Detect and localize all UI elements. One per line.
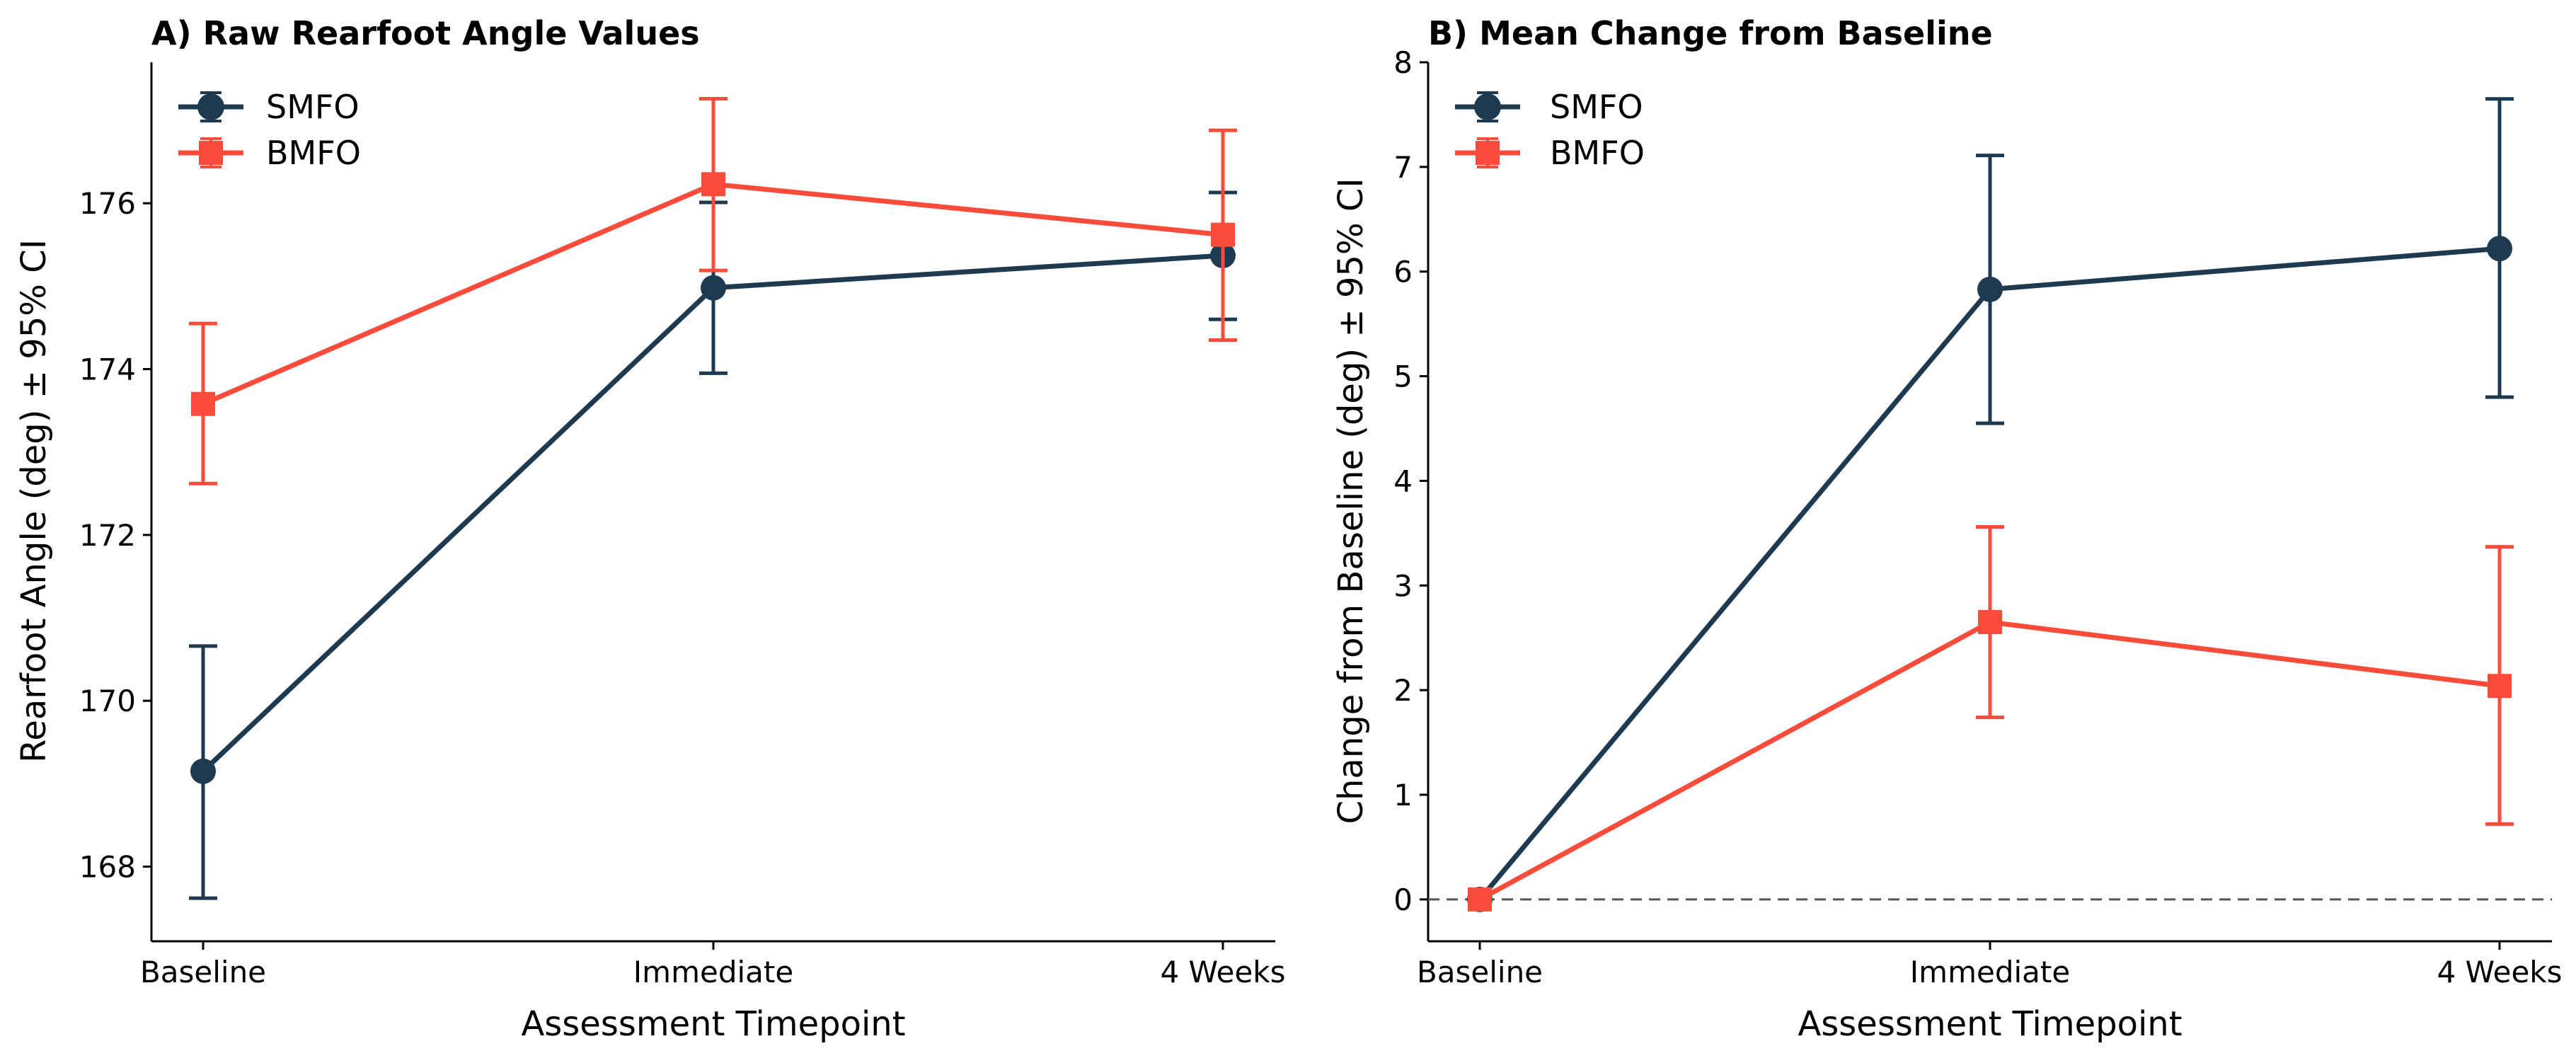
panel-b-legend-bmfo-label: BMFO xyxy=(1550,134,1645,172)
legend-square-marker xyxy=(199,141,223,165)
x-tick-label: Baseline xyxy=(140,955,266,989)
x-tick-label: Baseline xyxy=(1417,955,1543,989)
y-tick-label: 3 xyxy=(1393,568,1413,603)
smfo-point xyxy=(190,758,216,784)
bmfo-point xyxy=(1468,887,1492,912)
panel-a-legend-smfo: SMFO xyxy=(178,88,360,126)
panel-b-marks xyxy=(1428,97,2552,912)
panel-b-legend-smfo: SMFO xyxy=(1455,88,1643,126)
panel-a-legend: SMFO BMFO xyxy=(178,88,361,172)
x-tick-label: Immediate xyxy=(1910,955,2070,989)
x-tick-label: 4 Weeks xyxy=(2437,955,2562,989)
legend-circle-marker xyxy=(197,93,224,120)
y-tick-label: 5 xyxy=(1393,360,1413,394)
y-tick-label: 176 xyxy=(79,186,136,221)
panel-a-marks xyxy=(189,97,1237,900)
bmfo-point xyxy=(191,391,215,416)
y-tick-label: 4 xyxy=(1393,464,1413,498)
y-tick-label: 172 xyxy=(79,518,136,553)
y-tick-label: 0 xyxy=(1393,883,1413,917)
x-tick-label: 4 Weeks xyxy=(1160,955,1285,989)
bmfo-point xyxy=(701,172,725,197)
bmfo-point xyxy=(1211,222,1235,247)
legend-square-marker xyxy=(1476,141,1500,165)
y-tick-label: 8 xyxy=(1393,45,1413,80)
y-tick-label: 7 xyxy=(1393,150,1413,185)
panel-b-axes: 0 1 2 3 4 5 6 7 8 Baseline Immediate 4 Weeks xyxy=(1393,45,2562,989)
bmfo-point xyxy=(2488,674,2512,699)
y-tick-label: 168 xyxy=(79,850,136,885)
panel-b-title: B) Mean Change from Baseline xyxy=(1428,14,1993,52)
y-tick-label: 170 xyxy=(79,684,136,718)
panel-b-xlabel: Assessment Timepoint xyxy=(1798,1004,2182,1044)
panel-a-legend-bmfo-label: BMFO xyxy=(266,134,361,172)
panel-a-axes: 168 170 172 174 176 Baseline Immediate 4 Weeks xyxy=(79,62,1286,989)
panel-b-legend-smfo-label: SMFO xyxy=(1550,88,1643,126)
panel-a-title: A) Raw Rearfoot Angle Values xyxy=(151,14,700,52)
panel-b-ylabel: Change from Baseline (deg) ± 95% CI xyxy=(1331,178,1371,824)
panel-b-legend: SMFO BMFO xyxy=(1455,88,1645,172)
smfo-point xyxy=(701,275,726,301)
smfo-point xyxy=(2487,236,2512,262)
panel-a-legend-smfo-label: SMFO xyxy=(266,88,360,126)
panel-b-legend-bmfo: BMFO xyxy=(1455,134,1645,172)
panel-a-ylabel: Rearfoot Angle (deg) ± 95% CI xyxy=(14,239,54,763)
panel-b: B) Mean Change from Baseline Change from… xyxy=(1331,14,2563,1044)
legend-circle-marker xyxy=(1474,93,1501,120)
panel-a: A) Raw Rearfoot Angle Values Rearfoot An… xyxy=(14,14,1286,1044)
panel-a-xlabel: Assessment Timepoint xyxy=(521,1004,905,1044)
y-tick-label: 174 xyxy=(79,352,136,387)
y-tick-label: 6 xyxy=(1393,255,1413,289)
bmfo-point xyxy=(1978,610,2002,635)
x-tick-label: Immediate xyxy=(633,955,793,989)
smfo-point xyxy=(1977,276,2003,302)
y-tick-label: 2 xyxy=(1393,673,1413,708)
panel-a-legend-bmfo: BMFO xyxy=(178,134,361,172)
y-tick-label: 1 xyxy=(1393,778,1413,812)
